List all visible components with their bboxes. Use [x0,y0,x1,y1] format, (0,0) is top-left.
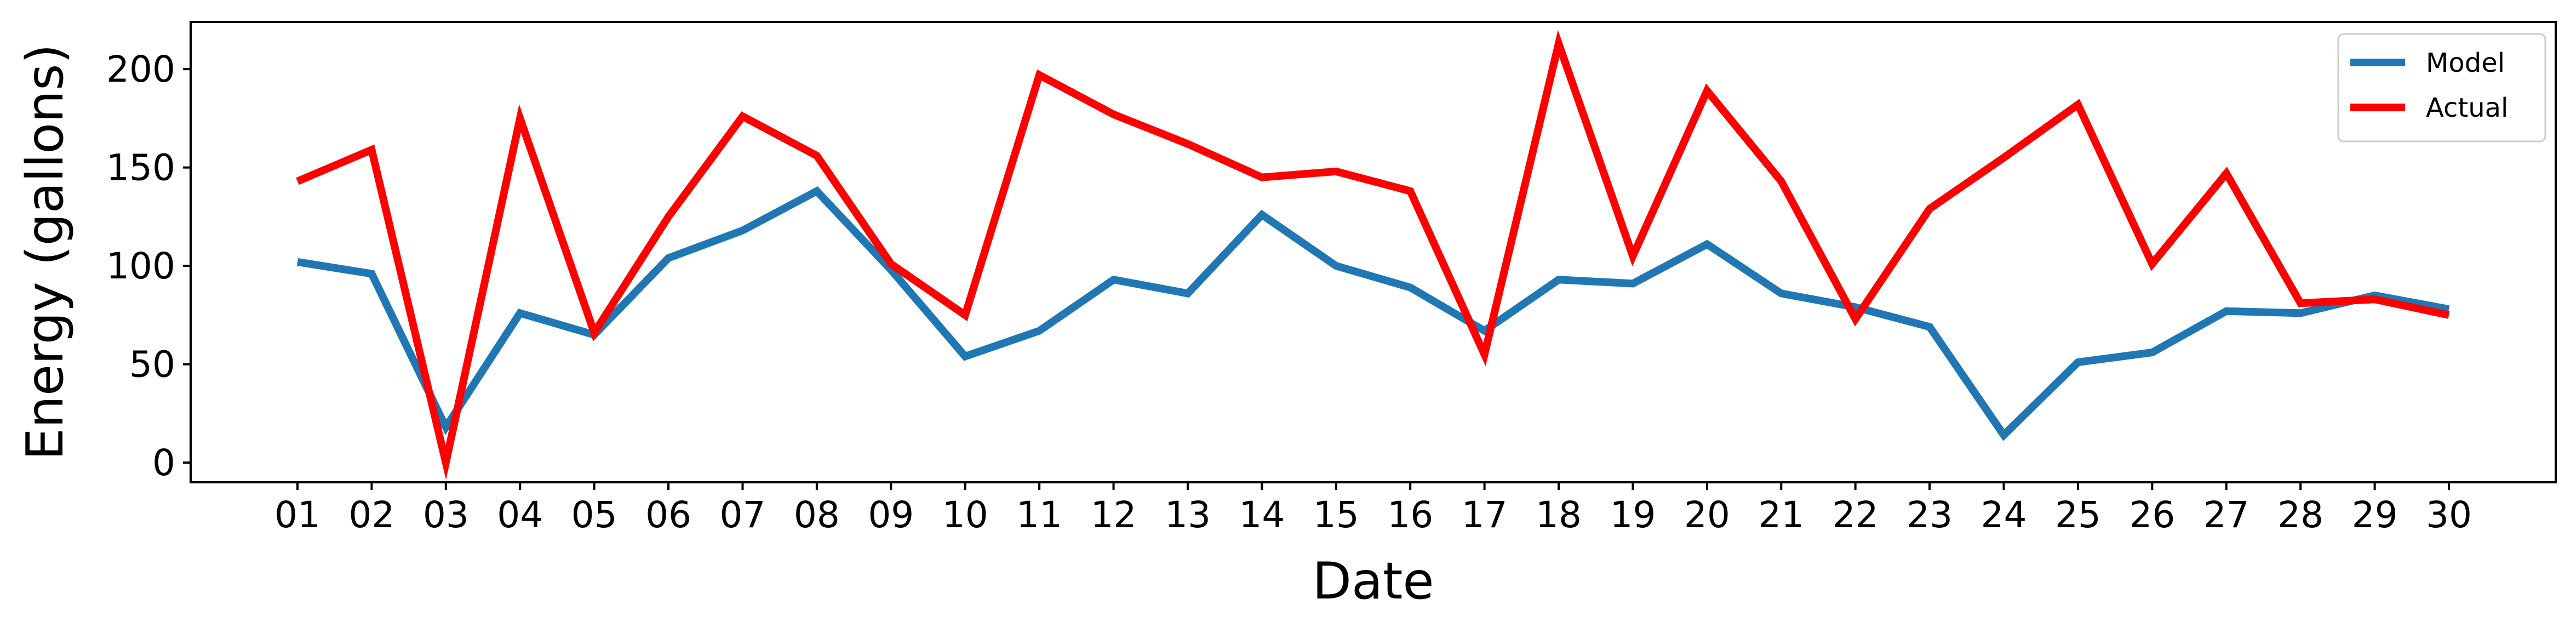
x-tick-label: 18 [1536,494,1582,536]
plot-area-frame [190,21,2557,483]
y-tick-label: 150 [106,147,175,189]
x-tick-label: 29 [2352,494,2398,536]
y-tick-label: 0 [152,442,175,484]
x-tick-label: 12 [1091,494,1137,536]
x-tick-label: 17 [1462,494,1508,536]
x-tick-label: 14 [1239,494,1285,536]
series-line-model [296,186,2450,441]
x-tick-label: 16 [1387,494,1433,536]
x-axis-label: Date [1312,551,1434,611]
x-axis: 01 02 03 04 05 06 07 08 09 10 11 12 13 14 15 16 17 18 19 20… [274,482,2472,536]
x-tick-label: 03 [423,494,469,536]
x-tick-label: 23 [1907,494,1953,536]
series-line-actual [296,30,2450,480]
x-tick-label: 22 [1833,494,1879,536]
x-tick-label: 11 [1016,494,1062,536]
x-tick-label: 13 [1165,494,1211,536]
legend: Model Actual [2337,33,2546,142]
x-tick-label: 20 [1684,494,1730,536]
x-tick-label: 30 [2426,494,2472,536]
y-tick-label: 200 [106,48,175,90]
x-tick-label: 06 [645,494,691,536]
x-tick-label: 19 [1610,494,1656,536]
x-tick-label: 15 [1313,494,1359,536]
legend-label-actual: Actual [2426,93,2508,123]
x-tick-label: 26 [2129,494,2175,536]
x-tick-label: 27 [2203,494,2249,536]
x-tick-label: 09 [868,494,914,536]
legend-label-model: Model [2426,48,2505,78]
x-tick-label: 02 [348,494,394,536]
x-tick-label: 25 [2055,494,2101,536]
y-axis-label: Energy (gallons) [15,44,75,460]
y-tick-label: 100 [106,245,175,287]
x-tick-label: 28 [2277,494,2323,536]
x-tick-label: 04 [497,494,543,536]
x-tick-label: 01 [274,494,320,536]
x-tick-label: 08 [794,494,840,536]
x-tick-label: 07 [719,494,765,536]
y-axis: 0 50 100 150 200 [106,48,191,484]
x-tick-label: 05 [571,494,617,536]
x-tick-label: 21 [1758,494,1804,536]
x-tick-label: 10 [942,494,988,536]
y-tick-label: 50 [129,344,175,386]
x-tick-label: 24 [1981,494,2027,536]
series-layer [296,30,2450,480]
